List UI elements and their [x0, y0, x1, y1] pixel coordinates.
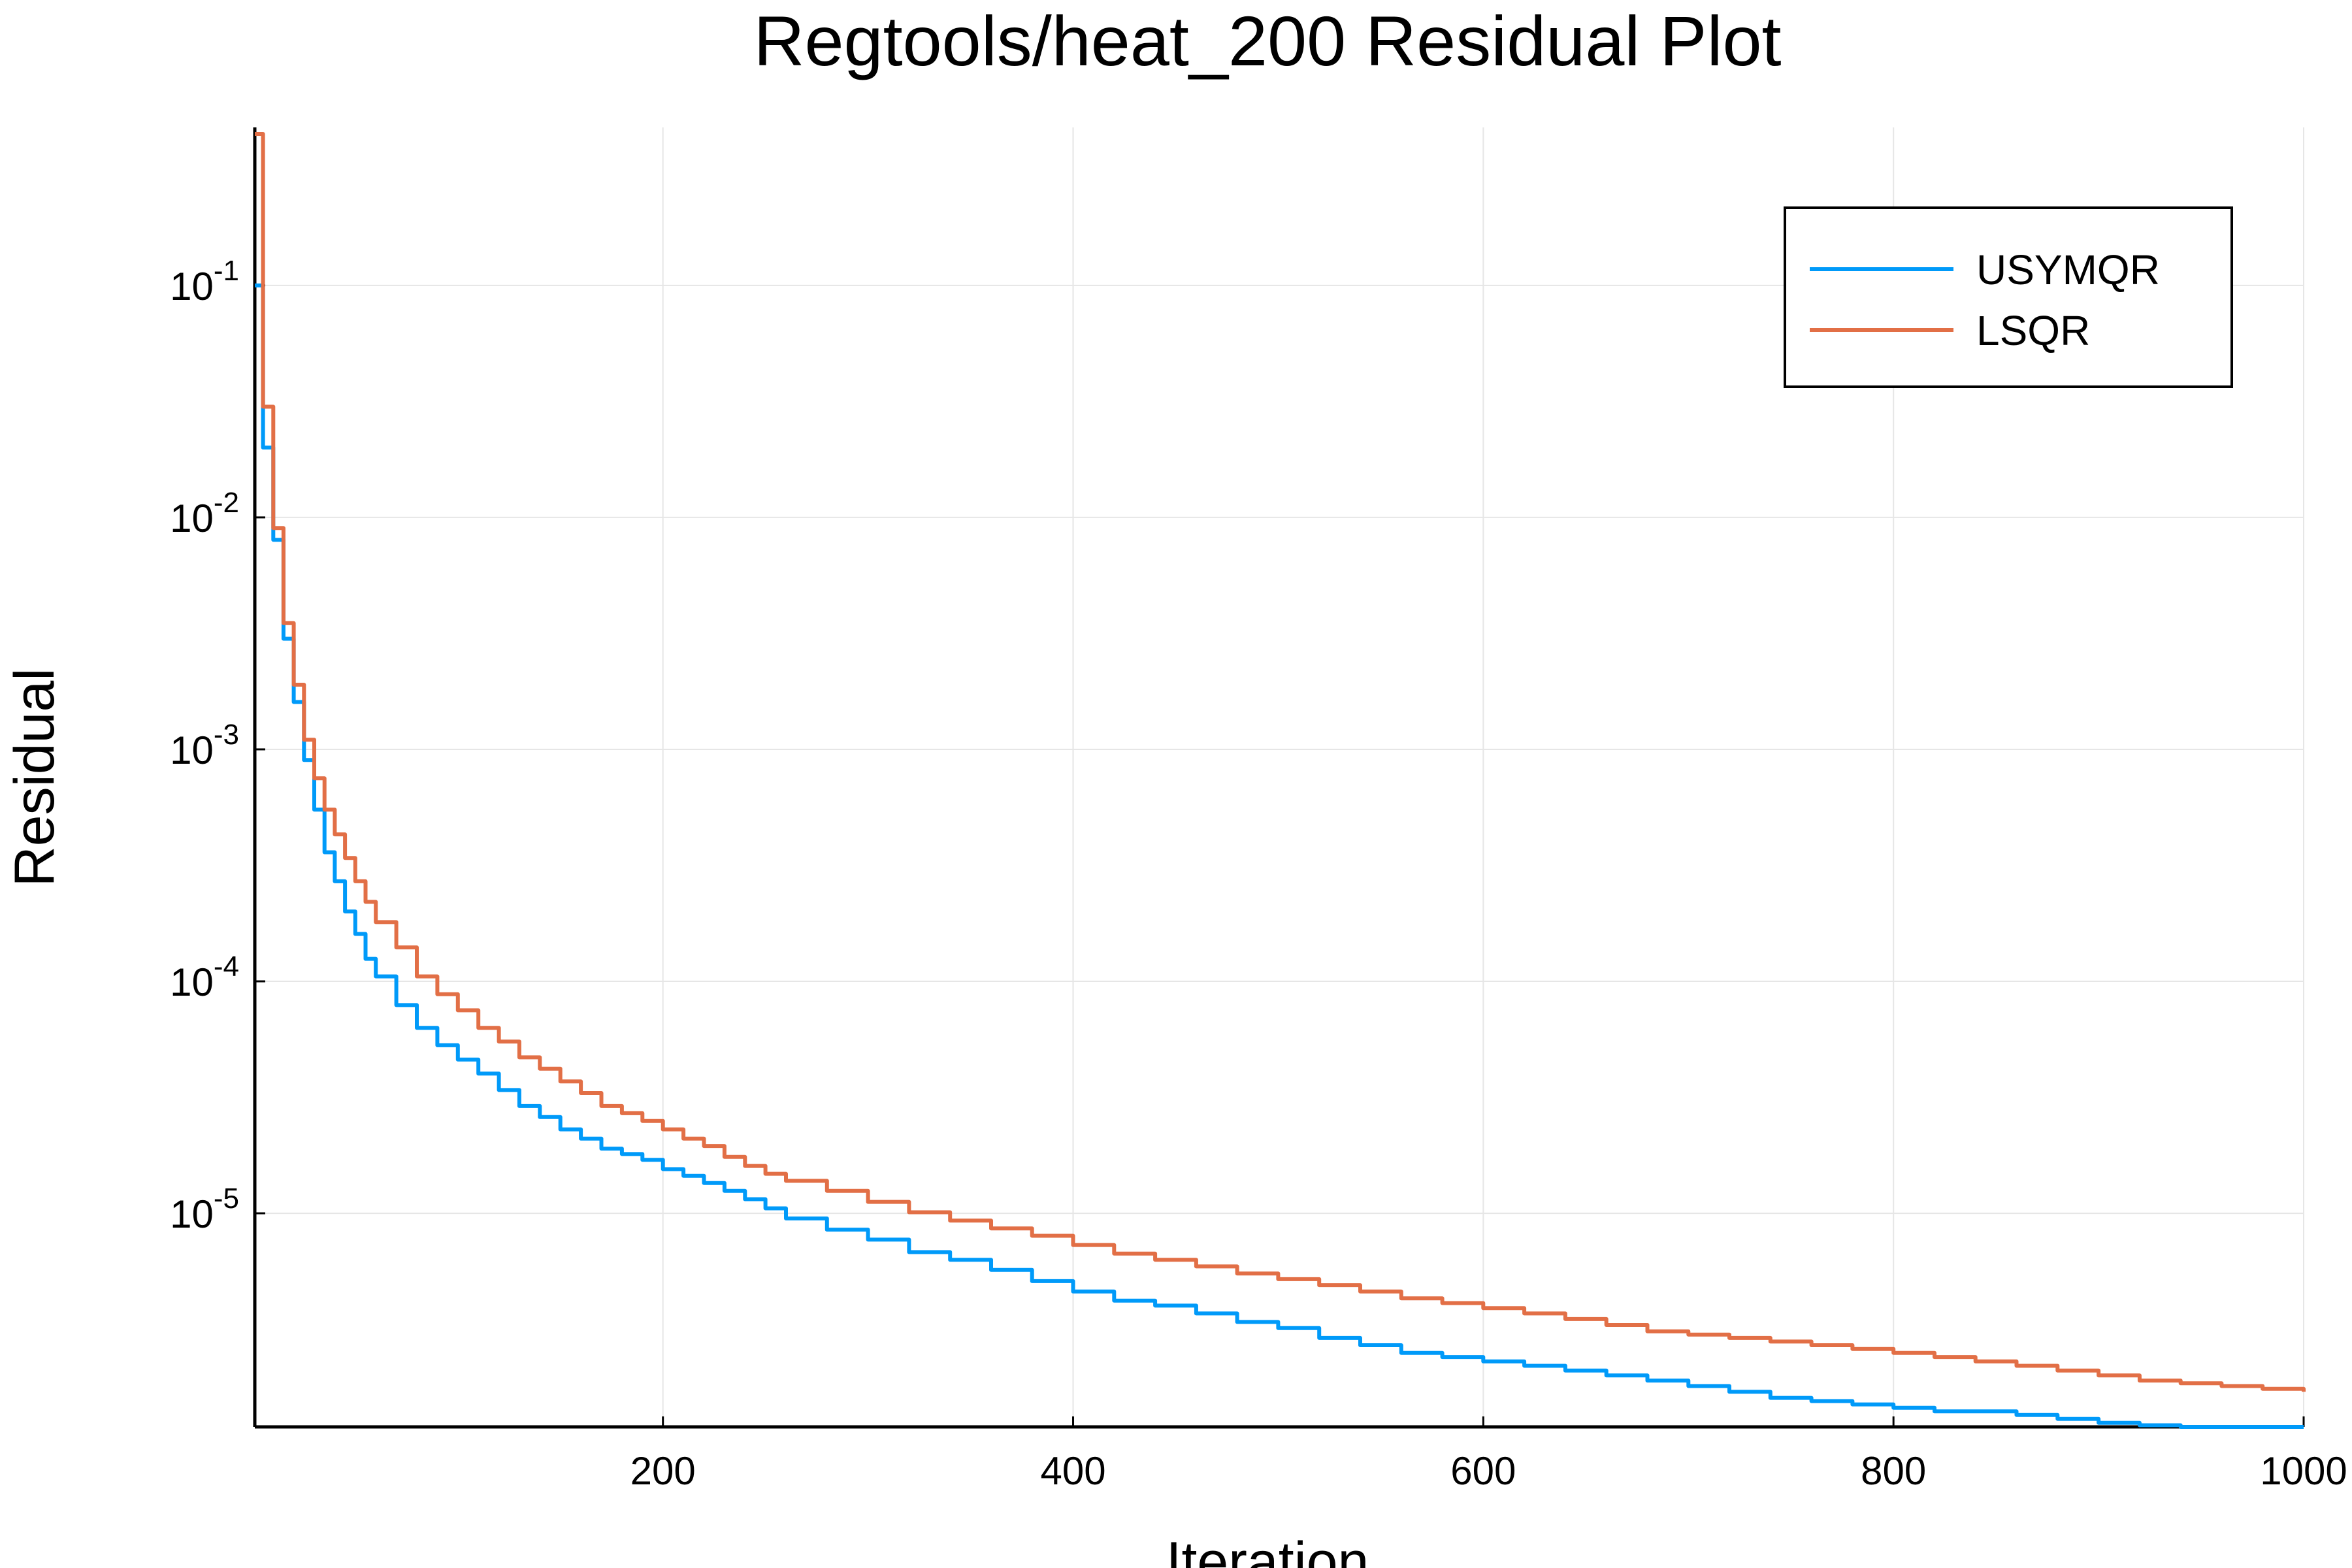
x-tick-label-0: 200	[630, 1449, 696, 1493]
axes	[253, 127, 2304, 1429]
y-tick-label-1: 10-2	[170, 487, 239, 540]
series-line-usymqr	[255, 283, 2304, 1429]
y-tick-label-2: 10-3	[170, 719, 239, 772]
x-tick-label-2: 600	[1450, 1449, 1516, 1493]
y-tick-label-0: 10-1	[170, 255, 239, 308]
legend: USYMQR LSQR	[1784, 206, 2233, 388]
x-tick-label-4: 1000	[2260, 1449, 2347, 1493]
legend-label-lsqr: LSQR	[1976, 307, 2090, 354]
x-tick-label-1: 400	[1040, 1449, 1105, 1493]
y-tick-label-4: 10-5	[170, 1183, 239, 1236]
x-axis-label: Iteration	[1166, 1531, 1369, 1568]
x-tick-label-3: 800	[1861, 1449, 1926, 1493]
x-ticks: 200 400 600 800 1000	[630, 1416, 2347, 1493]
chart-title: Regtools/heat_200 Residual Plot	[753, 1, 1781, 80]
legend-label-usymqr: USYMQR	[1976, 246, 2160, 293]
legend-box	[1784, 206, 2233, 388]
series-lines	[255, 132, 2306, 1429]
series-line-lsqr	[255, 132, 2306, 1392]
grid-lines	[255, 127, 2304, 1427]
y-axis-label: Residual	[3, 668, 66, 887]
y-tick-label-3: 10-4	[170, 951, 239, 1004]
y-ticks: 10-1 10-2 10-3 10-4 10-5	[170, 255, 265, 1236]
